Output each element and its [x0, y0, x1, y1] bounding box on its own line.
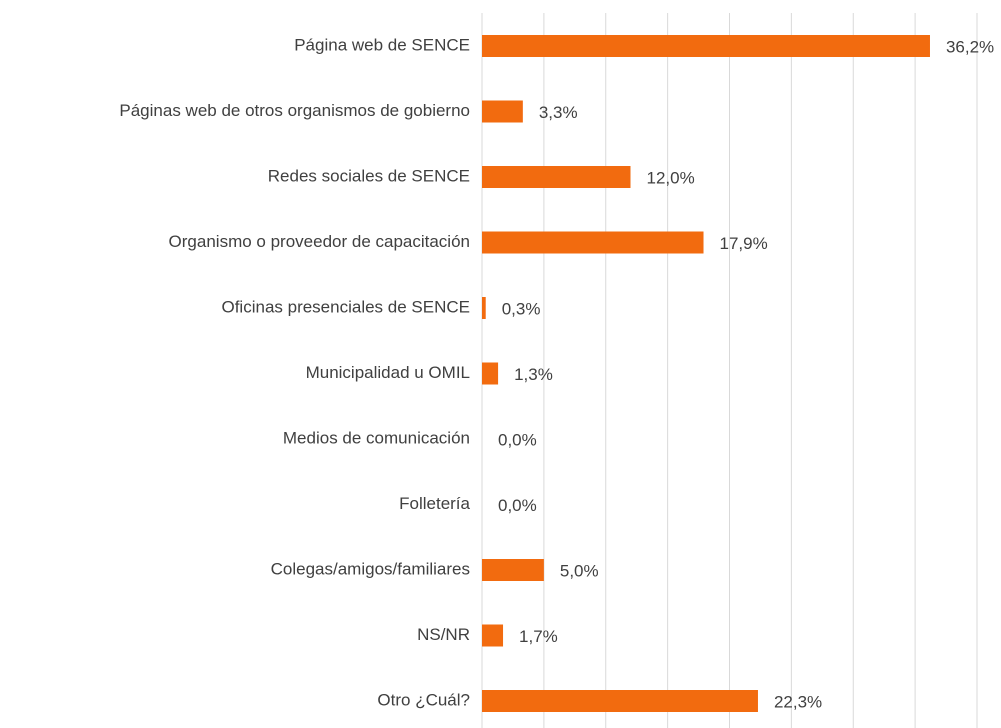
- value-label: 36,2%: [946, 37, 994, 56]
- category-label: Municipalidad u OMIL: [306, 363, 470, 382]
- value-label: 1,7%: [519, 627, 558, 646]
- value-label: 17,9%: [720, 234, 768, 253]
- bar: [482, 362, 499, 385]
- category-label: Redes sociales de SENCE: [268, 166, 470, 185]
- value-label: 22,3%: [774, 692, 822, 711]
- category-label: Folletería: [399, 494, 470, 513]
- value-label: 12,0%: [647, 168, 695, 187]
- bar: [482, 231, 704, 254]
- bar: [482, 690, 758, 712]
- bar: [482, 624, 504, 647]
- value-label: 0,0%: [498, 496, 537, 515]
- category-label: Organismo o proveedor de capacitación: [169, 232, 470, 251]
- category-label: Página web de SENCE: [294, 35, 470, 54]
- bar: [482, 100, 523, 123]
- category-label: Colegas/amigos/familiares: [271, 559, 470, 578]
- category-label: Oficinas presenciales de SENCE: [221, 297, 470, 316]
- bar: [482, 35, 930, 57]
- value-label: 5,0%: [560, 561, 599, 580]
- value-label: 0,0%: [498, 430, 537, 449]
- category-label: Otro ¿Cuál?: [377, 690, 470, 709]
- value-label: 1,3%: [514, 365, 553, 384]
- value-label: 3,3%: [539, 103, 578, 122]
- category-label: Páginas web de otros organismos de gobie…: [119, 101, 470, 120]
- value-label: 0,3%: [502, 299, 541, 318]
- category-label: NS/NR: [417, 625, 470, 644]
- bar: [482, 297, 486, 319]
- bar: [482, 166, 631, 188]
- category-label: Medios de comunicación: [283, 428, 470, 447]
- bar: [482, 559, 544, 581]
